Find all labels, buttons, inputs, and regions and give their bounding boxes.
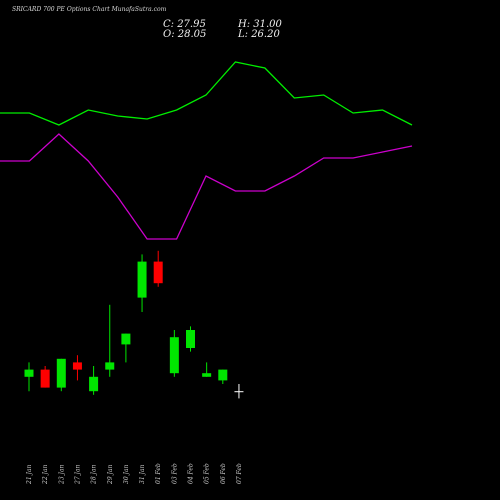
candle-body [153,261,163,284]
x-tick-label: 01 Feb [155,463,162,484]
x-tick-label: 28 Jan [91,464,98,485]
chart-title: SRICARD 700 PE Options Chart MunafaSutra… [12,6,167,13]
x-tick-label: 21 Jan [26,464,33,485]
candle-body [121,333,131,345]
candle-body [234,391,244,393]
x-tick-label: 31 Jan [139,464,146,484]
x-tick-label: 06 Feb [220,463,227,484]
x-tick-label: 03 Feb [171,463,178,484]
candle-body [186,330,195,348]
candle-body [56,358,66,388]
upper-band-line [0,61,413,126]
high-readout: H: 31.00 [237,19,283,30]
candle-body [105,362,115,370]
low-readout: L: 26.20 [237,29,280,40]
candle-body [202,373,212,377]
x-tick-label: 05 Feb [204,463,211,484]
candle-body [89,376,99,392]
close-readout: C: 27.95 [163,19,206,30]
x-tick-label: 30 Jan [123,464,130,484]
x-tick-label: 04 Feb [188,463,195,484]
candle-body [40,369,50,388]
candle-body [24,369,34,377]
x-tick-label: 07 Feb [236,463,243,484]
candle-body [137,261,147,298]
candle-body [169,337,179,374]
x-tick-label: 23 Jan [58,464,65,485]
x-tick-label: 27 Jan [74,464,81,485]
x-tick-label: 22 Jan [42,464,49,485]
open-readout: O: 28.05 [163,29,206,40]
candle-body [72,362,82,370]
lower-band-line [0,133,413,240]
candle-body [218,369,228,381]
x-tick-label: 29 Jan [107,464,114,485]
